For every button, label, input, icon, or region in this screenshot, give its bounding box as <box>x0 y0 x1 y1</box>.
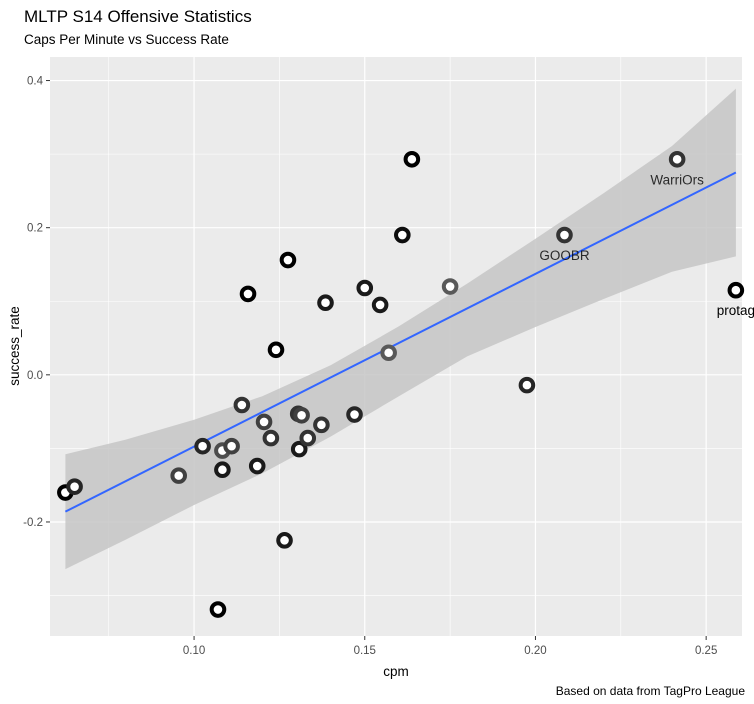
data-point <box>290 440 308 458</box>
point-label: protag <box>717 303 754 318</box>
data-point <box>299 429 317 447</box>
data-point <box>276 532 293 549</box>
x-axis-ticks: 0.10 0.15 0.20 0.25 <box>183 636 717 657</box>
data-point <box>346 406 363 423</box>
x-axis-title: cpm <box>383 664 409 679</box>
data-point <box>209 601 227 618</box>
y-tick-label: 0.0 <box>27 370 43 382</box>
data-point <box>313 416 330 434</box>
x-tick-label: 0.10 <box>183 645 205 657</box>
data-point <box>403 150 421 168</box>
data-points <box>57 150 745 618</box>
chart-title: MLTP S14 Offensive Statistics <box>24 7 252 26</box>
y-axis-title: success_rate <box>7 306 22 386</box>
y-tick-label: -0.2 <box>23 517 43 529</box>
data-point <box>394 226 411 244</box>
data-point <box>668 150 686 168</box>
regression-line <box>64 171 737 513</box>
data-point <box>727 281 745 299</box>
x-tick-label: 0.25 <box>695 645 717 657</box>
data-point <box>356 279 374 297</box>
data-point <box>194 437 211 455</box>
data-point <box>556 226 573 244</box>
data-point <box>518 376 536 394</box>
data-point <box>239 285 257 303</box>
data-point <box>66 478 83 495</box>
data-point <box>371 296 389 314</box>
data-point <box>293 406 310 424</box>
data-point <box>248 457 266 475</box>
x-tick-label: 0.20 <box>524 645 546 657</box>
data-point <box>441 278 459 295</box>
data-point <box>233 396 251 414</box>
x-tick-label: 0.15 <box>354 645 376 657</box>
point-label: GOOBR <box>539 248 590 263</box>
data-point <box>279 251 297 269</box>
data-point <box>223 437 240 455</box>
data-point <box>170 467 188 484</box>
data-point <box>255 413 273 431</box>
y-tick-label: 0.4 <box>27 76 44 88</box>
y-axis-ticks: -0.2 0.0 0.2 0.4 <box>23 76 50 529</box>
point-labels: GOOBR WarriOrs protag <box>539 172 754 318</box>
y-tick-label: 0.2 <box>27 223 43 235</box>
data-point <box>267 341 285 359</box>
chart-subtitle: Caps Per Minute vs Success Rate <box>24 32 229 47</box>
data-point <box>380 344 397 362</box>
minor-gridlines <box>50 57 742 636</box>
chart-caption: Based on data from TagPro League <box>555 684 745 698</box>
data-point <box>262 429 280 447</box>
point-label: WarriOrs <box>650 172 704 187</box>
data-point <box>214 461 231 479</box>
data-point <box>317 294 334 312</box>
